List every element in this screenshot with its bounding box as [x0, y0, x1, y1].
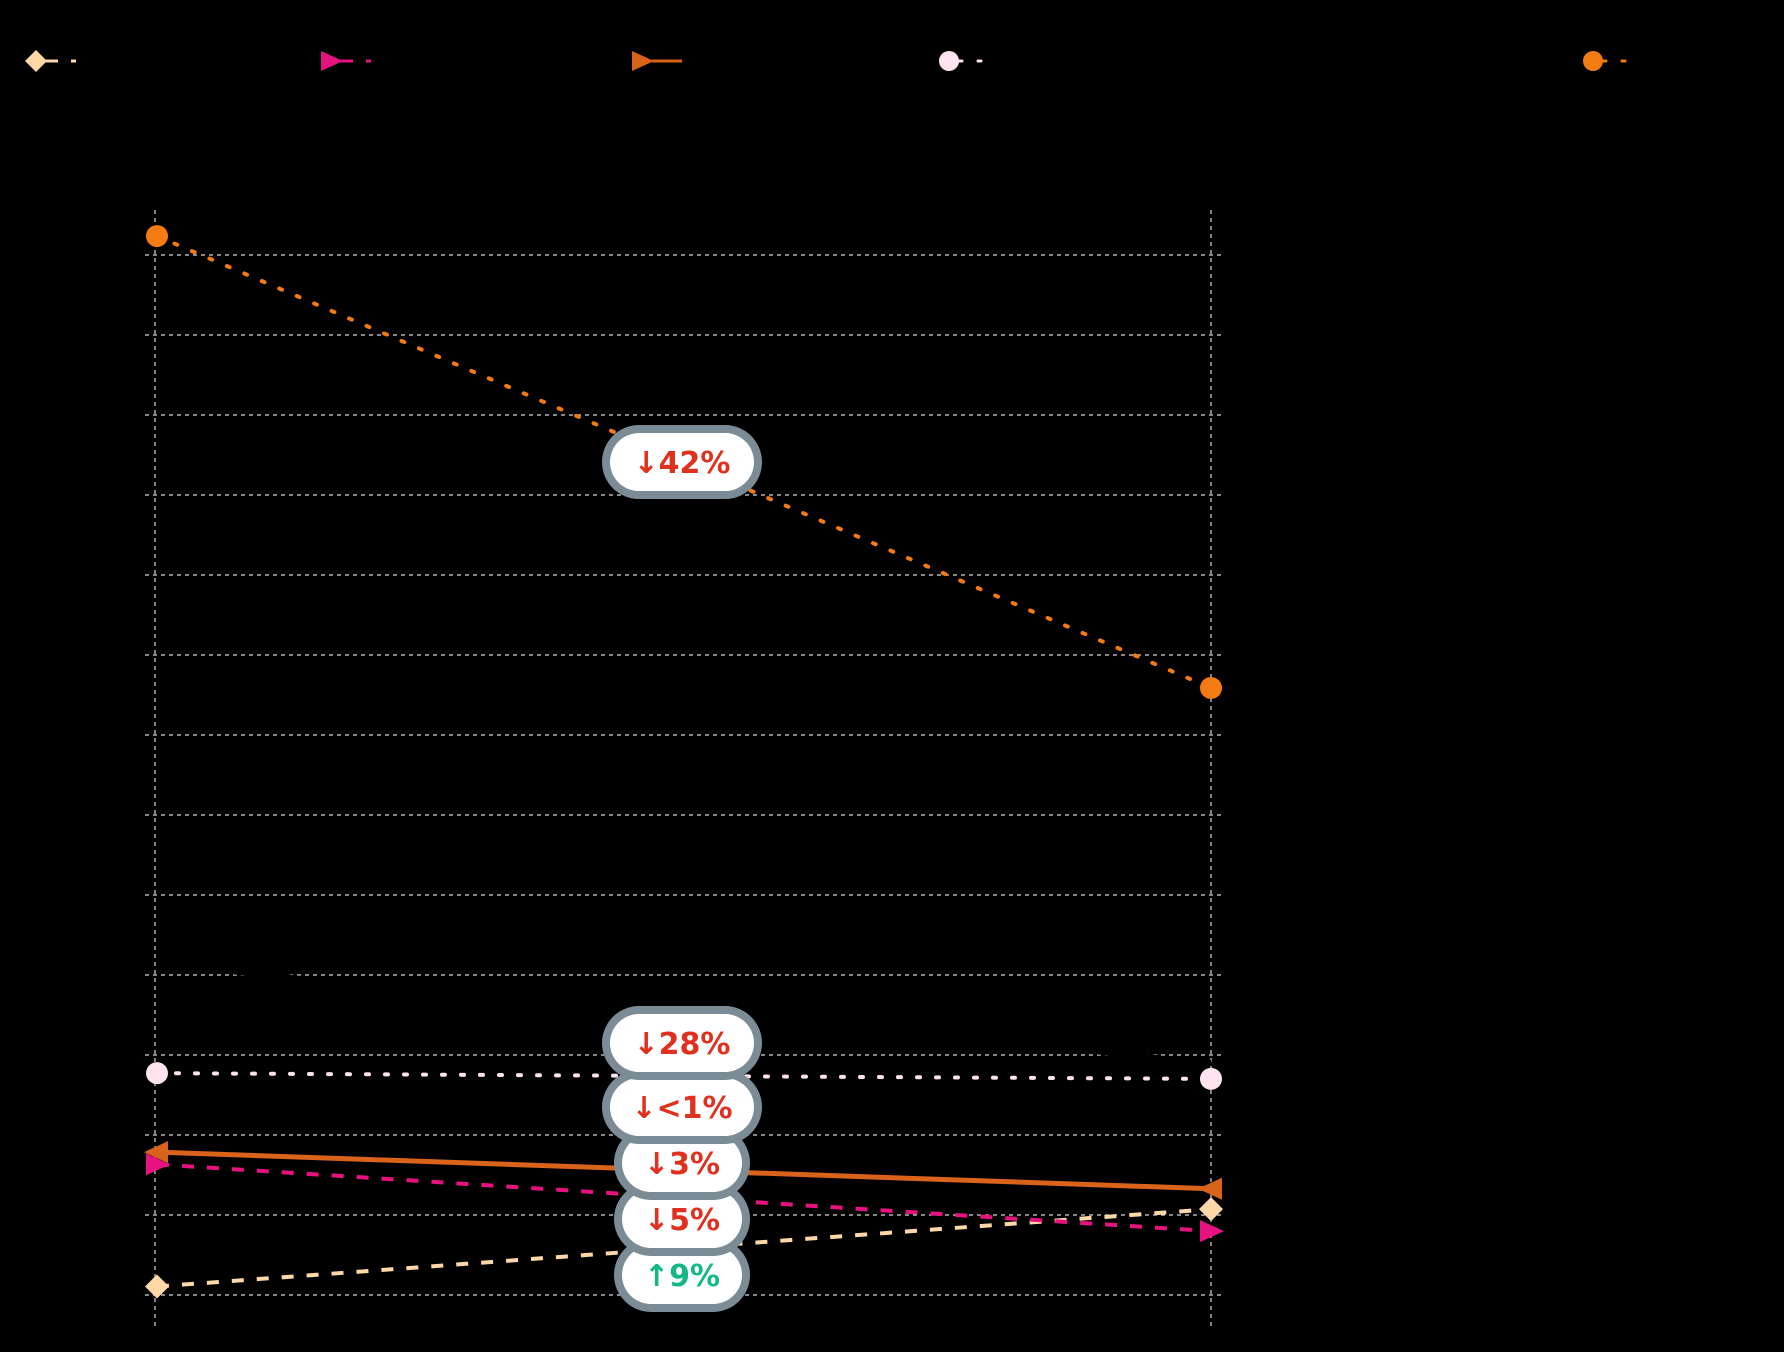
data-point-start — [144, 1141, 168, 1164]
series-markers — [144, 225, 1224, 1299]
legend-marker — [939, 51, 959, 71]
change-label: ↓<1% — [631, 1091, 732, 1126]
data-point-end — [1199, 1197, 1223, 1222]
legend-item — [25, 50, 76, 72]
data-point-end — [1200, 1220, 1224, 1243]
data-point-end — [1200, 677, 1222, 699]
legend-item — [321, 51, 371, 71]
legend — [25, 50, 1635, 72]
data-point-end — [1198, 1177, 1222, 1200]
change-badge-fill — [622, 1134, 742, 1192]
change-badge-fill — [610, 1078, 754, 1136]
change-badge: ↓3% — [614, 1126, 750, 1200]
change-label: ↓42% — [634, 446, 731, 481]
legend-marker — [632, 51, 654, 71]
series-line — [155, 1071, 1213, 1081]
data-point-start — [146, 1062, 168, 1085]
data-point-end — [1200, 1067, 1222, 1090]
legend-item — [939, 51, 991, 71]
legend-marker — [321, 51, 343, 71]
change-badge: ↓5% — [614, 1182, 750, 1256]
change-badge-fill — [610, 1014, 754, 1072]
change-label: ↓5% — [644, 1203, 720, 1238]
legend-item — [1583, 51, 1635, 71]
change-badge: ↓42% — [602, 425, 762, 500]
data-point-start — [145, 1274, 169, 1299]
change-badge-fill — [610, 433, 754, 492]
legend-marker — [1583, 51, 1603, 71]
change-badge: ↓28% — [602, 1006, 762, 1080]
change-badge: ↑9% — [614, 1238, 750, 1312]
change-label: ↓3% — [644, 1147, 720, 1182]
change-badge-fill — [622, 1190, 742, 1248]
change-badges: ↑9% ↓5% ↓3% ↓<1% ↓28% ↓42% — [602, 425, 762, 1312]
change-badge: ↓<1% — [602, 1070, 762, 1144]
data-point-start — [146, 1153, 170, 1176]
change-label: ↓28% — [634, 1027, 731, 1062]
change-label: ↑9% — [644, 1259, 720, 1294]
data-point-start — [146, 225, 168, 248]
change-badge-fill — [622, 1246, 742, 1304]
legend-marker — [25, 50, 47, 72]
legend-item — [632, 51, 682, 71]
